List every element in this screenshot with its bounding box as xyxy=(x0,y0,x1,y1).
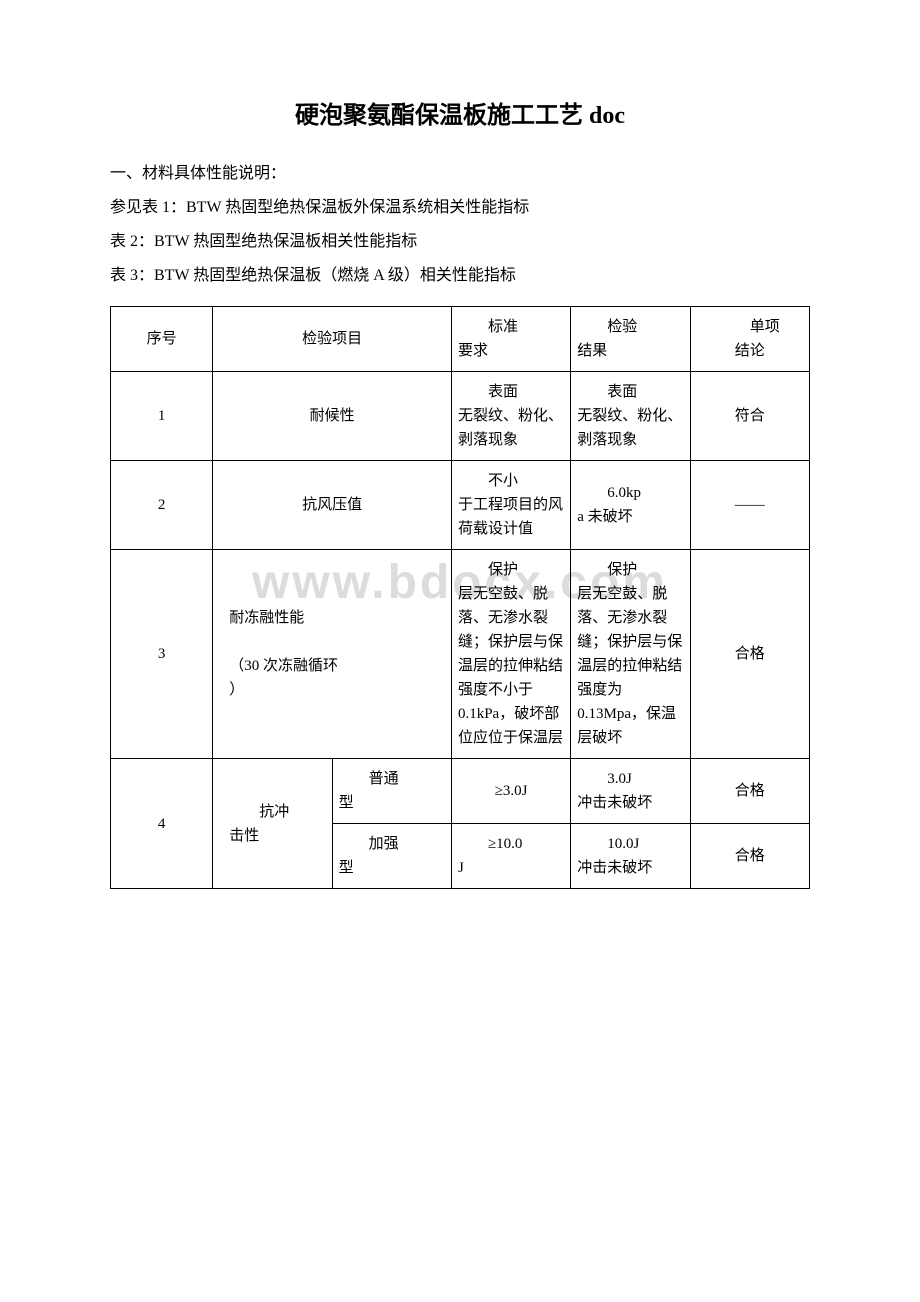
cell-seq: 4 xyxy=(111,759,213,889)
document-content: 硬泡聚氨酯保温板施工工艺 doc 一、材料具体性能说明： 参见表 1：BTW 热… xyxy=(110,95,810,889)
cell-res-rest: 冲击未破坏 xyxy=(577,860,652,876)
cell-sub-first: 加强 xyxy=(339,832,445,856)
cell-res-first: 3.0J xyxy=(577,767,683,791)
cell-res-rest: 无裂纹、粉化、剥落现象 xyxy=(577,408,682,448)
cell-sub-rest: 型 xyxy=(339,795,354,811)
cell-seq: 3 xyxy=(111,550,213,759)
cell-res-rest: 层无空鼓、脱落、无渗水裂缝；保护层与保温层的拉伸粘结强度为0.13Mpa，保温层… xyxy=(577,586,682,746)
cell-item-main-l2: 击性 xyxy=(229,828,259,844)
cell-std: 不小 于工程项目的风荷载设计值 xyxy=(451,461,570,550)
cell-conc: 合格 xyxy=(690,759,809,824)
cell-res-first: 6.0kp xyxy=(577,481,683,505)
cell-std: 保护 层无空鼓、脱落、无渗水裂缝；保护层与保温层的拉伸粘结强度不小于0.1kPa… xyxy=(451,550,570,759)
cell-res: 3.0J 冲击未破坏 xyxy=(571,759,690,824)
cell-item-sub: 普通 型 xyxy=(332,759,451,824)
cell-seq: 2 xyxy=(111,461,213,550)
table-row: 1 耐候性 表面 无裂纹、粉化、剥落现象 表面 无裂纹、粉化、剥落现象 符合 xyxy=(111,372,810,461)
header-std-l2: 要求 xyxy=(458,343,488,359)
header-conc-l2: 结论 xyxy=(735,343,765,359)
table-row: 2 抗风压值 不小 于工程项目的风荷载设计值 6.0kp a 未破坏 —— xyxy=(111,461,810,550)
cell-res-first: 保护 xyxy=(577,558,683,582)
cell-std-first: 保护 xyxy=(458,558,564,582)
cell-res-first: 表面 xyxy=(577,380,683,404)
cell-item-sub: 加强 型 xyxy=(332,824,451,889)
header-std-l1: 标准 xyxy=(458,315,564,339)
table-row: 3 耐冻融性能 （30 次冻融循环 ） 保护 层无空鼓、脱落、无渗水裂缝；保护层… xyxy=(111,550,810,759)
cell-res-rest: a 未破坏 xyxy=(577,509,632,525)
cell-std-rest: 于工程项目的风荷载设计值 xyxy=(458,497,563,537)
cell-conc: —— xyxy=(690,461,809,550)
cell-item-l1: 耐冻融性能 xyxy=(229,610,304,626)
document-title: 硬泡聚氨酯保温板施工工艺 doc xyxy=(110,95,810,130)
cell-std-first: 表面 xyxy=(458,380,564,404)
header-res: 检验 结果 xyxy=(571,307,690,372)
cell-res: 6.0kp a 未破坏 xyxy=(571,461,690,550)
spec-table: 序号 检验项目 标准 要求 检验 结果 单项 结论 1 耐候性 表面 无裂纹、粉… xyxy=(110,306,810,889)
cell-item-l3: ） xyxy=(229,682,244,698)
cell-seq: 1 xyxy=(111,372,213,461)
cell-sub-rest: 型 xyxy=(339,860,354,876)
header-std: 标准 要求 xyxy=(451,307,570,372)
intro-line-3: 表 2：BTW 热固型绝热保温板相关性能指标 xyxy=(110,226,810,258)
header-res-l2: 结果 xyxy=(577,343,607,359)
intro-line-4: 表 3：BTW 热固型绝热保温板（燃烧 A 级）相关性能指标 xyxy=(110,260,810,292)
header-conc-l1: 单项 xyxy=(697,315,803,339)
cell-sub-first: 普通 xyxy=(339,767,445,791)
header-item: 检验项目 xyxy=(213,307,452,372)
cell-item: 耐冻融性能 （30 次冻融循环 ） xyxy=(213,550,452,759)
cell-item-main-l1: 抗冲 xyxy=(229,800,325,824)
header-conc: 单项 结论 xyxy=(690,307,809,372)
table-header-row: 序号 检验项目 标准 要求 检验 结果 单项 结论 xyxy=(111,307,810,372)
cell-item-main: 抗冲 击性 xyxy=(213,759,332,889)
cell-conc: 合格 xyxy=(690,550,809,759)
cell-item: 耐候性 xyxy=(213,372,452,461)
cell-res: 保护 层无空鼓、脱落、无渗水裂缝；保护层与保温层的拉伸粘结强度为0.13Mpa，… xyxy=(571,550,690,759)
cell-item: 抗风压值 xyxy=(213,461,452,550)
cell-std-rest: 层无空鼓、脱落、无渗水裂缝；保护层与保温层的拉伸粘结强度不小于0.1kPa，破坏… xyxy=(458,586,563,746)
cell-std: 表面 无裂纹、粉化、剥落现象 xyxy=(451,372,570,461)
cell-conc: 合格 xyxy=(690,824,809,889)
intro-line-1: 一、材料具体性能说明： xyxy=(110,158,810,190)
cell-std: ≥10.0 J xyxy=(451,824,570,889)
cell-res: 10.0J 冲击未破坏 xyxy=(571,824,690,889)
cell-std-rest: J xyxy=(458,860,464,876)
cell-res-first: 10.0J xyxy=(577,832,683,856)
cell-std: ≥3.0J xyxy=(451,759,570,824)
cell-conc: 符合 xyxy=(690,372,809,461)
intro-line-2: 参见表 1：BTW 热固型绝热保温板外保温系统相关性能指标 xyxy=(110,192,810,224)
header-res-l1: 检验 xyxy=(577,315,683,339)
header-seq: 序号 xyxy=(111,307,213,372)
cell-item-l2: （30 次冻融循环 xyxy=(229,658,338,674)
cell-std-first: 不小 xyxy=(458,469,564,493)
cell-std-first: ≥10.0 xyxy=(458,832,564,856)
cell-res: 表面 无裂纹、粉化、剥落现象 xyxy=(571,372,690,461)
table-row: 4 抗冲 击性 普通 型 ≥3.0J 3.0J 冲击未破坏 合格 xyxy=(111,759,810,824)
cell-res-rest: 冲击未破坏 xyxy=(577,795,652,811)
cell-std-rest: 无裂纹、粉化、剥落现象 xyxy=(458,408,563,448)
